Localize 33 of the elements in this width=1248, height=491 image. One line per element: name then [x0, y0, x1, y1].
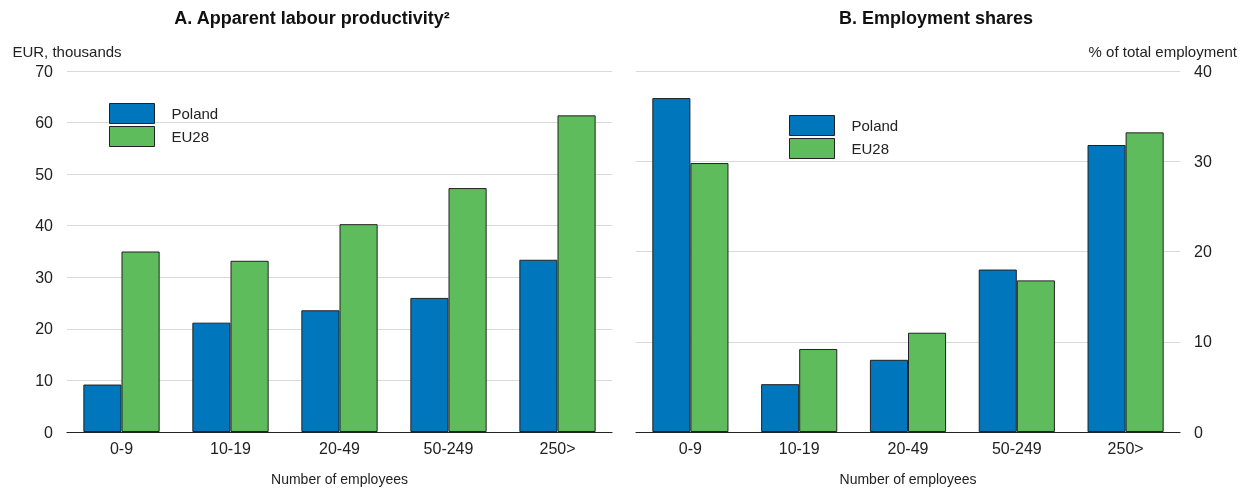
legend-label: Poland [171, 105, 219, 122]
x-tick-label: 10-19 [778, 439, 820, 457]
y2-tick-label: 10 [1194, 333, 1212, 351]
x-tick-label: 50-249 [423, 439, 474, 457]
y2-tick-label: 0 [1194, 423, 1203, 441]
y-axis-title: EUR, thousands [12, 43, 122, 60]
legend-label: Poland [851, 117, 899, 134]
y-tick-label: 30 [35, 268, 54, 286]
x-tick-label: 250> [1107, 439, 1144, 457]
legend-label: EU28 [851, 140, 890, 157]
y2-tick-label: 20 [1194, 243, 1212, 260]
x-tick-label: 250> [539, 439, 576, 457]
x-tick-label: 0-9 [678, 439, 703, 457]
y-tick-label: 60 [35, 114, 54, 132]
y-tick-label: 40 [35, 217, 54, 235]
y-tick-label: 0 [44, 423, 54, 441]
x-tick-label: 50-249 [991, 439, 1042, 457]
y-tick-label: 10 [35, 371, 54, 389]
chart-title: B. Employment shares [838, 8, 1034, 28]
x-tick-label: 10-19 [210, 439, 252, 457]
x-tick-label: 0-9 [109, 439, 134, 457]
y-tick-label: 20 [35, 320, 54, 338]
x-tick-label: 20-49 [887, 439, 929, 457]
x-axis-title: Number of employees [271, 471, 408, 487]
chart-title: A. Apparent labour productivity² [174, 8, 450, 28]
y2-tick-label: 40 [1194, 62, 1212, 80]
x-tick-label: 20-49 [319, 439, 361, 457]
y2-axis-title: % of total employment [1088, 43, 1238, 60]
x-axis-title: Number of employees [839, 471, 977, 487]
legend-label: EU28 [171, 128, 210, 145]
y2-tick-label: 30 [1194, 152, 1212, 170]
y-tick-label: 70 [35, 62, 54, 80]
y-tick-label: 50 [35, 165, 54, 183]
